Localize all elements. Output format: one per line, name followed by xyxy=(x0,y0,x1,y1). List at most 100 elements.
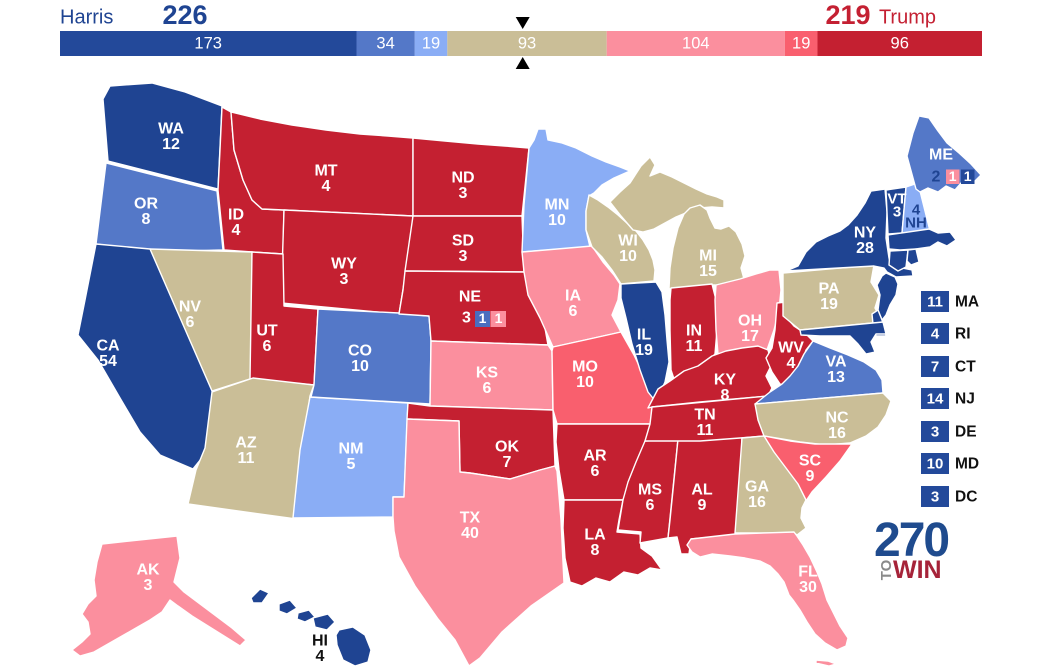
svg-text:AR: AR xyxy=(583,448,607,465)
svg-text:Trump: Trump xyxy=(879,6,936,28)
svg-text:1: 1 xyxy=(949,168,957,184)
svg-text:Harris: Harris xyxy=(60,6,113,28)
svg-text:11: 11 xyxy=(697,422,714,439)
svg-text:12: 12 xyxy=(162,136,180,153)
svg-text:104: 104 xyxy=(682,34,710,52)
svg-text:6: 6 xyxy=(591,463,600,480)
svg-text:3: 3 xyxy=(340,271,349,288)
svg-text:DE: DE xyxy=(955,424,977,441)
svg-text:SD: SD xyxy=(452,233,474,250)
svg-text:MD: MD xyxy=(955,456,979,473)
svg-text:19: 19 xyxy=(635,342,653,359)
svg-text:MN: MN xyxy=(545,197,570,214)
svg-text:34: 34 xyxy=(376,34,394,52)
svg-text:MI: MI xyxy=(699,248,717,265)
svg-text:40: 40 xyxy=(461,525,479,542)
svg-text:19: 19 xyxy=(820,296,838,313)
svg-text:MA: MA xyxy=(955,294,979,311)
svg-text:OR: OR xyxy=(134,196,158,213)
svg-text:14: 14 xyxy=(927,390,944,407)
svg-text:173: 173 xyxy=(194,34,222,52)
svg-text:WA: WA xyxy=(158,121,184,138)
svg-text:TN: TN xyxy=(694,407,715,424)
svg-text:TX: TX xyxy=(460,510,481,527)
svg-text:AZ: AZ xyxy=(235,435,257,452)
svg-text:7: 7 xyxy=(503,454,512,471)
svg-text:WY: WY xyxy=(331,256,357,273)
svg-text:UT: UT xyxy=(256,323,278,340)
svg-text:28: 28 xyxy=(856,240,874,257)
svg-text:KS: KS xyxy=(476,365,499,382)
svg-text:WIN: WIN xyxy=(893,556,942,584)
svg-text:1: 1 xyxy=(495,310,503,326)
svg-text:VT: VT xyxy=(887,190,906,207)
svg-text:10: 10 xyxy=(576,374,594,391)
svg-text:NV: NV xyxy=(179,299,202,316)
svg-text:270: 270 xyxy=(874,514,948,567)
svg-text:GA: GA xyxy=(745,479,769,496)
svg-text:WI: WI xyxy=(618,233,638,250)
svg-text:DC: DC xyxy=(955,489,977,506)
svg-text:219: 219 xyxy=(825,0,870,30)
svg-text:17: 17 xyxy=(741,328,759,345)
svg-text:6: 6 xyxy=(646,497,655,514)
svg-text:93: 93 xyxy=(518,34,536,52)
svg-text:11: 11 xyxy=(927,293,943,310)
svg-text:13: 13 xyxy=(827,369,845,386)
svg-text:PA: PA xyxy=(818,281,839,298)
svg-text:NY: NY xyxy=(854,225,877,242)
svg-text:8: 8 xyxy=(591,542,600,559)
svg-text:ID: ID xyxy=(228,207,244,224)
svg-text:LA: LA xyxy=(584,527,606,544)
svg-text:15: 15 xyxy=(699,263,717,280)
svg-text:6: 6 xyxy=(569,303,578,320)
svg-text:8: 8 xyxy=(721,387,730,404)
svg-text:KY: KY xyxy=(714,372,737,389)
svg-text:MS: MS xyxy=(638,482,662,499)
svg-text:6: 6 xyxy=(186,314,195,331)
svg-text:10: 10 xyxy=(927,455,944,472)
svg-text:6: 6 xyxy=(483,380,492,397)
svg-text:4: 4 xyxy=(912,201,921,218)
svg-text:IA: IA xyxy=(565,288,581,305)
svg-text:5: 5 xyxy=(347,456,356,473)
svg-text:OH: OH xyxy=(738,313,762,330)
svg-text:NJ: NJ xyxy=(955,391,975,408)
svg-text:2: 2 xyxy=(932,169,941,186)
svg-text:ME: ME xyxy=(929,147,953,164)
svg-text:NM: NM xyxy=(339,441,364,458)
svg-text:NC: NC xyxy=(825,410,849,427)
svg-text:TO: TO xyxy=(878,559,895,580)
svg-text:11: 11 xyxy=(686,338,703,355)
svg-text:8: 8 xyxy=(142,211,151,228)
svg-text:6: 6 xyxy=(263,338,272,355)
svg-text:226: 226 xyxy=(162,0,207,30)
svg-text:3: 3 xyxy=(931,488,939,505)
svg-text:1: 1 xyxy=(479,310,487,326)
svg-text:NH: NH xyxy=(905,214,927,231)
svg-text:3: 3 xyxy=(144,577,153,594)
svg-text:30: 30 xyxy=(799,579,817,596)
svg-text:10: 10 xyxy=(548,212,566,229)
svg-text:4: 4 xyxy=(931,325,940,342)
svg-text:SC: SC xyxy=(799,453,822,470)
svg-text:4: 4 xyxy=(787,355,796,372)
svg-text:10: 10 xyxy=(351,358,369,375)
svg-text:OK: OK xyxy=(495,439,519,456)
svg-text:CT: CT xyxy=(955,359,976,376)
svg-text:16: 16 xyxy=(828,425,846,442)
svg-text:3: 3 xyxy=(462,310,471,327)
svg-text:10: 10 xyxy=(619,248,637,265)
svg-text:9: 9 xyxy=(698,497,707,514)
svg-text:CA: CA xyxy=(96,338,120,355)
svg-text:7: 7 xyxy=(931,358,939,375)
svg-text:3: 3 xyxy=(893,203,901,220)
svg-text:FL: FL xyxy=(798,564,818,581)
svg-text:MT: MT xyxy=(314,163,337,180)
svg-text:19: 19 xyxy=(792,34,810,52)
svg-text:9: 9 xyxy=(806,468,815,485)
svg-text:RI: RI xyxy=(955,326,971,343)
svg-text:HI: HI xyxy=(312,633,328,650)
svg-text:4: 4 xyxy=(316,648,325,665)
svg-text:VA: VA xyxy=(825,354,846,371)
